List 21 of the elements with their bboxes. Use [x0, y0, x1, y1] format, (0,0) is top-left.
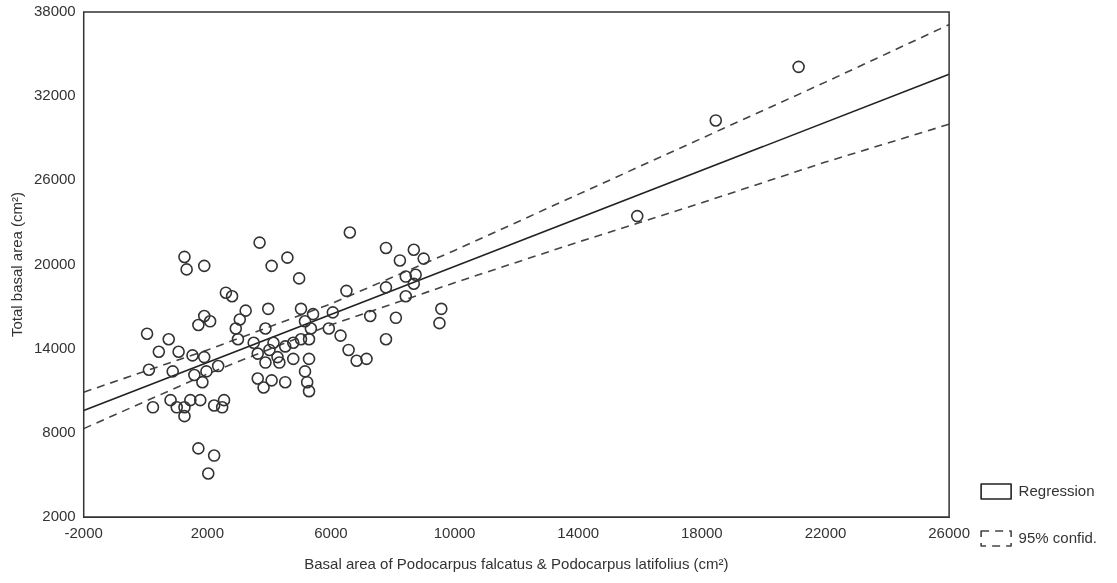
legend-label: 95% confid. — [1018, 528, 1098, 546]
y-axis-title: Total basal area (cm²) — [8, 191, 26, 338]
legend-label: Regression — [1018, 481, 1095, 499]
x-tick-label: 22000 — [804, 524, 847, 542]
y-tick-label: 2000 — [42, 507, 76, 525]
x-tick-label: -2000 — [64, 524, 103, 542]
y-tick-label: 26000 — [33, 170, 76, 188]
y-tick-label: 20000 — [33, 254, 76, 272]
x-tick-label: 18000 — [681, 524, 723, 542]
y-tick-label: 14000 — [33, 338, 76, 356]
y-tick-label: 32000 — [33, 86, 76, 104]
x-tick-label: 26000 — [928, 524, 970, 542]
x-tick-label: 6000 — [314, 524, 348, 542]
x-tick-label: 10000 — [433, 524, 476, 542]
y-tick-label: 38000 — [33, 2, 76, 20]
y-tick-label: 8000 — [42, 422, 76, 440]
line-series — [83, 123, 950, 430]
x-tick-label: 14000 — [557, 524, 600, 542]
x-axis-title: Basal area of Podocarpus falcatus & Podocarpus latifolius (cm²) — [304, 555, 729, 573]
line-series — [83, 23, 950, 393]
x-tick-label: 2000 — [190, 524, 225, 542]
